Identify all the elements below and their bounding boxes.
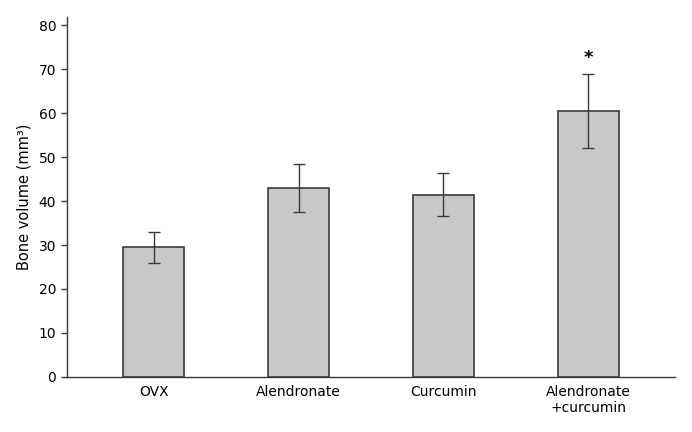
- Bar: [413, 194, 474, 377]
- Text: *: *: [583, 49, 593, 67]
- Bar: [123, 247, 184, 377]
- Bar: [268, 188, 329, 377]
- Bar: [558, 111, 619, 377]
- Y-axis label: Bone volume (mm³): Bone volume (mm³): [17, 124, 32, 270]
